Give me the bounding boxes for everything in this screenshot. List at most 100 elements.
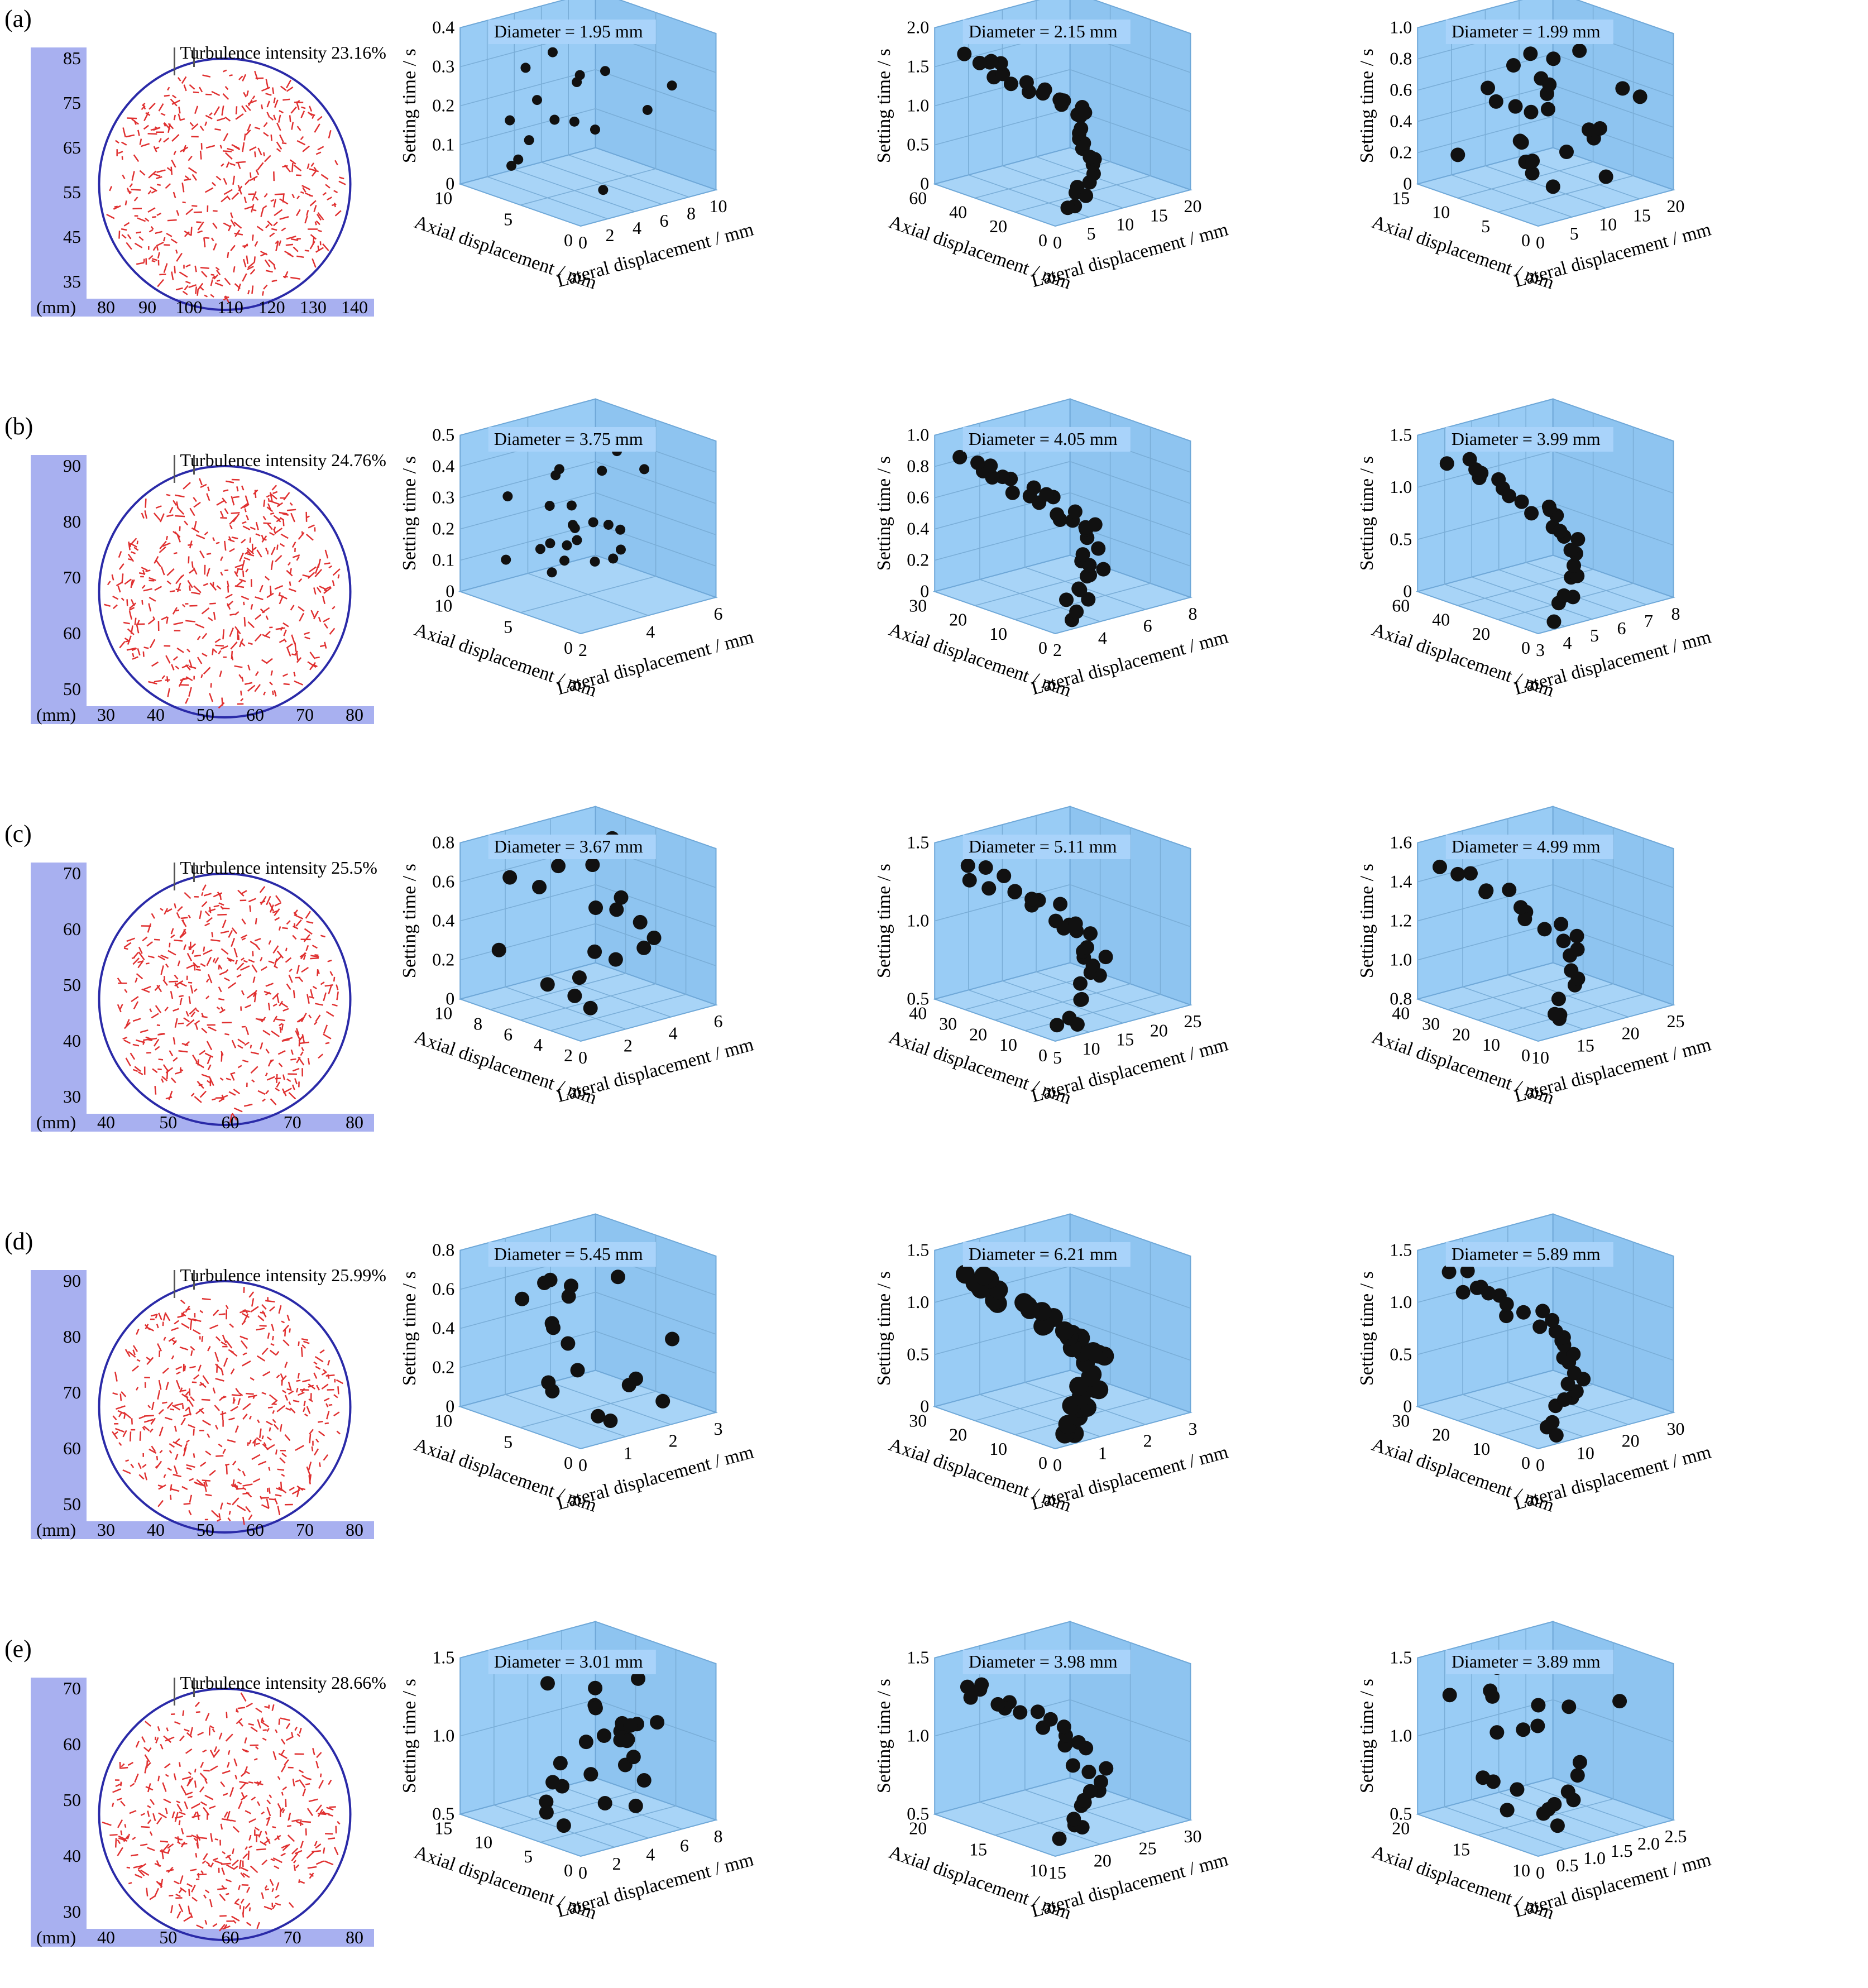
z-axis-label: Setting time / s <box>1357 49 1377 163</box>
y-tick-label: 70 <box>63 1678 81 1698</box>
x-tick-label: 70 <box>284 1927 301 1947</box>
velocity-vector <box>272 1335 274 1340</box>
velocity-vector <box>155 559 161 567</box>
z-axis-label: Setting time / s <box>1357 864 1377 978</box>
data-point <box>1524 104 1539 119</box>
velocity-vector <box>162 979 168 986</box>
velocity-vector <box>223 222 231 228</box>
velocity-vector <box>163 137 170 143</box>
velocity-vector <box>269 1394 278 1402</box>
data-point <box>608 952 623 967</box>
velocity-vector <box>163 263 168 273</box>
velocity-vector <box>143 112 150 122</box>
axial-tick-label: 10 <box>989 1439 1007 1459</box>
grid <box>1417 1628 1674 1850</box>
velocity-vector <box>214 1860 223 1865</box>
row-d: (d)Turbulence intensity 25.99%9080706050… <box>4 1213 1713 1540</box>
velocity-vector <box>210 294 214 298</box>
velocity-vector <box>122 1469 131 1474</box>
axial-tick-label: 10 <box>434 596 452 616</box>
grid-line <box>520 827 657 1021</box>
velocity-vector <box>128 611 132 620</box>
velocity-vector <box>242 1483 253 1487</box>
lateral-axis-label: Lateral displacement / mm <box>554 1441 756 1514</box>
velocity-vector <box>320 981 325 985</box>
velocity-vector <box>306 1851 315 1859</box>
velocity-vector <box>280 626 284 631</box>
data-point <box>1537 922 1552 937</box>
velocity-vector <box>115 1427 124 1433</box>
x-tick-label: 40 <box>97 1927 115 1947</box>
velocity-vector <box>120 1766 128 1769</box>
z-tick-label: 1.4 <box>1390 871 1412 892</box>
velocity-vector <box>260 208 264 217</box>
velocity-vector <box>310 234 317 240</box>
velocity-vector <box>158 1058 164 1061</box>
velocity-vector <box>128 1350 136 1358</box>
y-tick-label: 70 <box>63 1382 81 1402</box>
velocity-vector <box>251 1797 256 1801</box>
data-point <box>1488 94 1503 109</box>
diameter-label: Diameter = 3.99 mm <box>1452 429 1601 449</box>
velocity-vector <box>169 1443 175 1448</box>
velocity-vector <box>255 533 261 536</box>
velocity-vector <box>199 126 204 131</box>
velocity-vector <box>160 908 164 911</box>
data-point <box>667 80 677 91</box>
velocity-vector <box>264 193 268 198</box>
velocity-vector <box>257 1801 261 1807</box>
velocity-vector <box>258 1831 262 1838</box>
grid-line <box>459 461 716 504</box>
velocity-vector <box>208 1026 217 1032</box>
turbulence-label: Turbulence intensity 28.66% <box>180 1673 386 1693</box>
velocity-vector <box>289 568 292 574</box>
velocity-vector <box>288 562 291 566</box>
velocity-vector <box>166 167 173 172</box>
velocity-vector <box>324 586 331 591</box>
velocity-vector <box>324 641 327 649</box>
velocity-vector <box>315 1014 321 1022</box>
velocity-vector <box>116 581 123 587</box>
velocity-vector <box>248 1818 256 1823</box>
lateral-tick-label: 8 <box>687 203 696 223</box>
velocity-vector <box>130 538 137 545</box>
velocity-vector <box>329 627 336 635</box>
velocity-vector <box>266 1816 271 1820</box>
data-point <box>650 1715 665 1730</box>
data-point <box>1535 1304 1550 1319</box>
velocity-vector <box>127 190 132 193</box>
velocity-vector <box>292 935 297 940</box>
data-points <box>1450 21 1647 194</box>
velocity-vector <box>278 240 281 246</box>
velocity-vector <box>188 1771 192 1775</box>
velocity-vector <box>141 585 146 589</box>
velocity-vector <box>240 1898 245 1904</box>
velocity-vector <box>139 170 146 176</box>
velocity-vector <box>183 1017 190 1023</box>
axial-tick-label: 0 <box>564 638 573 658</box>
velocity-vector <box>272 945 279 954</box>
z-axis-label: Setting time / s <box>874 1679 894 1793</box>
velocity-vector <box>189 585 191 591</box>
velocity-vector <box>327 1360 331 1366</box>
velocity-vector <box>203 583 209 586</box>
velocity-vector <box>170 928 174 935</box>
velocity-vector <box>193 988 198 992</box>
velocity-vector <box>199 1090 207 1098</box>
velocity-vector <box>274 917 280 921</box>
velocity-vector <box>303 954 306 960</box>
lateral-tick-label: 20 <box>1094 1850 1112 1870</box>
flow-area <box>87 1678 374 1929</box>
data-point <box>960 1679 975 1694</box>
velocity-vector <box>151 1013 159 1019</box>
velocity-vector <box>177 906 183 912</box>
grid-line <box>1457 413 1594 606</box>
diameter-label-bg <box>488 427 656 452</box>
velocity-vector <box>275 1729 278 1733</box>
lateral-tick-label: 0 <box>578 232 587 252</box>
velocity-vector <box>246 547 255 554</box>
velocity-vector <box>309 1873 314 1877</box>
velocity-vector <box>107 581 111 586</box>
velocity-vector <box>238 1860 242 1869</box>
lateral-tick-label: 2.5 <box>1665 1826 1687 1846</box>
